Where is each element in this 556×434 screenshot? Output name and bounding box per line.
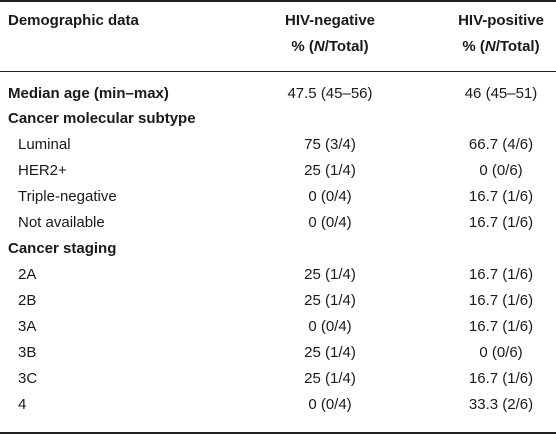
hiv-positive-value: 16.7 (1/6) (468, 188, 534, 205)
hiv-negative-value: 25 (1/4) (304, 292, 356, 309)
row-label: HER2+ (18, 162, 67, 179)
header-hiv-negative: HIV-negative (284, 12, 376, 29)
table-row: 2A 25 (1/4) 16.7 (1/6) (0, 262, 556, 288)
table-row: 3C 25 (1/4) 16.7 (1/6) (0, 366, 556, 392)
row-label: 3C (18, 370, 38, 387)
hiv-negative-value: 25 (1/4) (304, 162, 356, 179)
hiv-positive-value: 16.7 (1/6) (468, 266, 534, 283)
hiv-negative-value: 0 (0/4) (308, 396, 352, 413)
hiv-positive-value: 46 (45–51) (464, 85, 538, 102)
row-label: Median age (min–max) (8, 85, 169, 102)
hiv-negative-value: 0 (0/4) (308, 318, 352, 335)
header-divider (0, 71, 556, 72)
table-row: HER2+ 25 (1/4) 0 (0/6) (0, 158, 556, 184)
header-hiv-positive: HIV-positive (458, 12, 544, 29)
section-label: Cancer molecular subtype (8, 110, 196, 127)
table-row: Median age (min–max) 47.5 (45–56) 46 (45… (0, 81, 556, 107)
hiv-negative-value: 0 (0/4) (308, 214, 352, 231)
row-label: 2A (18, 266, 37, 283)
row-label: Triple-negative (18, 188, 117, 205)
row-label: Luminal (18, 136, 71, 153)
row-label: 2B (18, 292, 37, 309)
table-row: 3A 0 (0/4) 16.7 (1/6) (0, 314, 556, 340)
table-row: 3B 25 (1/4) 0 (0/6) (0, 340, 556, 366)
hiv-positive-value: 0 (0/6) (479, 344, 523, 361)
hiv-positive-value: 33.3 (2/6) (468, 396, 534, 413)
table-row: 4 0 (0/4) 33.3 (2/6) (0, 392, 556, 418)
row-label: Not available (18, 214, 105, 231)
header-hiv-positive-unit: % (N/Total) (462, 38, 540, 55)
section-label: Cancer staging (8, 240, 117, 257)
table-top-rule (0, 0, 556, 2)
hiv-positive-value: 66.7 (4/6) (468, 136, 534, 153)
table-section-row: Cancer staging (0, 236, 556, 262)
hiv-negative-value: 75 (3/4) (304, 136, 356, 153)
hiv-positive-value: 16.7 (1/6) (468, 370, 534, 387)
header-hiv-negative-unit: % (N/Total) (291, 38, 369, 55)
row-label: 4 (18, 396, 27, 413)
table-row: 2B 25 (1/4) 16.7 (1/6) (0, 288, 556, 314)
row-label: 3A (18, 318, 37, 335)
table-row: Not available 0 (0/4) 16.7 (1/6) (0, 210, 556, 236)
table-row: Luminal 75 (3/4) 66.7 (4/6) (0, 132, 556, 158)
hiv-negative-value: 47.5 (45–56) (287, 85, 373, 102)
hiv-positive-value: 16.7 (1/6) (468, 292, 534, 309)
header-demographic-data: Demographic data (8, 12, 139, 29)
table-section-row: Cancer molecular subtype (0, 106, 556, 132)
hiv-positive-value: 0 (0/6) (479, 162, 523, 179)
table-bottom-rule (0, 432, 556, 434)
hiv-positive-value: 16.7 (1/6) (468, 318, 534, 335)
hiv-negative-value: 25 (1/4) (304, 370, 356, 387)
hiv-negative-value: 0 (0/4) (308, 188, 352, 205)
hiv-negative-value: 25 (1/4) (304, 344, 356, 361)
hiv-positive-value: 16.7 (1/6) (468, 214, 534, 231)
row-label: 3B (18, 344, 37, 361)
hiv-negative-value: 25 (1/4) (304, 266, 356, 283)
table-row: Triple-negative 0 (0/4) 16.7 (1/6) (0, 184, 556, 210)
